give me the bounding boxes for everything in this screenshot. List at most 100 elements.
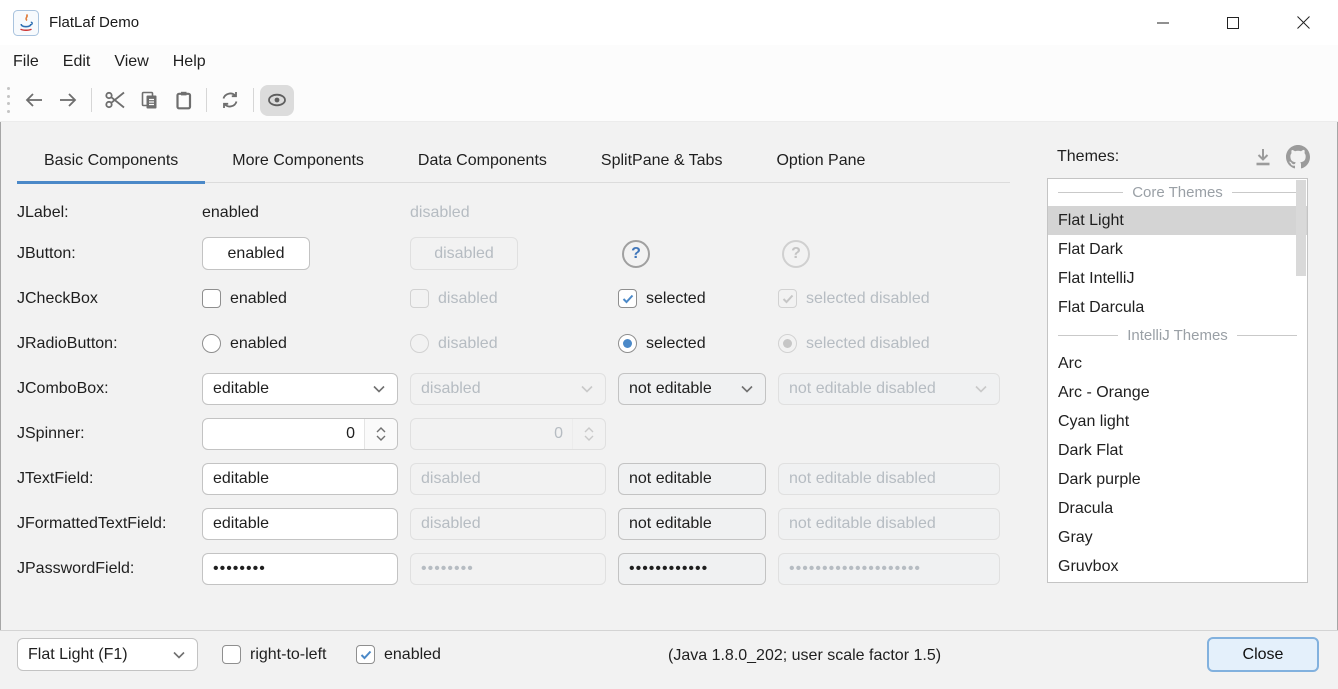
- enabled-checkbox[interactable]: enabled: [356, 645, 441, 664]
- checkbox-box-checked[interactable]: [356, 645, 375, 664]
- combobox-disabled: disabled: [410, 372, 606, 405]
- theme-item-flat-intellij[interactable]: Flat IntelliJ: [1058, 269, 1135, 287]
- spinner-enabled[interactable]: 0: [202, 417, 398, 450]
- menu-edit[interactable]: Edit: [62, 53, 91, 70]
- combobox-value: not editable disabled: [789, 379, 936, 397]
- formatted-textfield-not-editable: not editable: [618, 507, 766, 540]
- checkbox-selected[interactable]: selected: [618, 289, 778, 308]
- toolbar-separator: [91, 88, 92, 112]
- tab-option-pane[interactable]: Option Pane: [776, 152, 866, 169]
- back-button[interactable]: [17, 85, 51, 116]
- row-label: JButton:: [17, 244, 76, 262]
- maximize-icon: [1227, 16, 1239, 29]
- chevron-down-icon: [376, 435, 386, 441]
- cut-button[interactable]: [98, 85, 132, 116]
- maximize-button[interactable]: [1198, 0, 1268, 45]
- toolbar-grip[interactable]: [7, 87, 11, 113]
- combobox-value: editable: [213, 379, 270, 397]
- copy-button[interactable]: [132, 85, 166, 116]
- textfield-not-editable-disabled: not editable disabled: [778, 462, 1000, 495]
- checkbox-label: enabled: [230, 289, 287, 307]
- download-icon[interactable]: [1252, 146, 1274, 168]
- paste-button[interactable]: [166, 85, 200, 116]
- radio-label: selected disabled: [806, 334, 930, 352]
- radio-selected-disabled: selected disabled: [778, 334, 1000, 353]
- chevron-up-icon: [376, 426, 386, 432]
- checkbox-selected-disabled: selected disabled: [778, 289, 1000, 308]
- theme-item-gruvbox[interactable]: Gruvbox: [1058, 557, 1119, 575]
- refresh-button[interactable]: [213, 85, 247, 116]
- theme-item-flat-darcula[interactable]: Flat Darcula: [1058, 298, 1145, 316]
- combobox-value: not editable: [629, 379, 712, 397]
- radio-circle-selected: [778, 334, 797, 353]
- tab-basic-components[interactable]: Basic Components: [17, 143, 206, 184]
- forward-button[interactable]: [51, 85, 85, 116]
- spinner-disabled: 0: [410, 417, 606, 450]
- help-button[interactable]: ?: [622, 239, 650, 268]
- lookandfeel-combobox[interactable]: Flat Light (F1): [17, 638, 198, 671]
- checkbox-box-checked: [778, 289, 797, 308]
- theme-item-dark-flat[interactable]: Dark Flat: [1058, 441, 1123, 459]
- jpasswordfield-row: JPasswordField: •••••••• •••••••• ••••••…: [0, 546, 1010, 591]
- passwordfield-not-editable: ••••••••••••: [618, 552, 766, 585]
- status-bar: Flat Light (F1) right-to-left enabled (J…: [0, 630, 1338, 689]
- row-label: JCheckBox: [17, 289, 98, 307]
- textfield-editable[interactable]: editable: [202, 462, 398, 495]
- show-toggle-button[interactable]: [260, 84, 294, 116]
- close-button[interactable]: Close: [1207, 637, 1319, 672]
- close-window-button[interactable]: [1268, 0, 1338, 45]
- tab-splitpane-tabs[interactable]: SplitPane & Tabs: [600, 152, 723, 169]
- radio-enabled[interactable]: enabled: [202, 334, 410, 353]
- java-app-icon: [13, 9, 39, 36]
- chevron-down-icon: [584, 435, 594, 441]
- checkbox-enabled[interactable]: enabled: [202, 289, 410, 308]
- menu-file[interactable]: File: [13, 53, 39, 70]
- formatted-textfield-not-editable-disabled: not editable disabled: [778, 507, 1000, 540]
- checkbox-label: disabled: [438, 289, 498, 307]
- right-to-left-checkbox[interactable]: right-to-left: [222, 645, 326, 664]
- radio-circle-selected[interactable]: [618, 334, 637, 353]
- radio-label: disabled: [438, 334, 498, 352]
- theme-item-dracula[interactable]: Dracula: [1058, 499, 1114, 517]
- radio-selected[interactable]: selected: [618, 334, 778, 353]
- theme-item-dark-purple[interactable]: Dark purple: [1058, 470, 1141, 488]
- checkbox-label: right-to-left: [250, 645, 327, 663]
- combobox-editable[interactable]: editable: [202, 372, 398, 405]
- theme-item-arc-orange[interactable]: Arc - Orange: [1058, 383, 1150, 401]
- checkbox-box[interactable]: [202, 289, 221, 308]
- tab-data-components[interactable]: Data Components: [417, 152, 547, 169]
- tab-more-components[interactable]: More Components: [232, 152, 364, 169]
- minimize-button[interactable]: [1128, 0, 1198, 45]
- github-icon[interactable]: [1286, 145, 1310, 169]
- chevron-down-icon: [741, 385, 753, 393]
- theme-item-cyan-light[interactable]: Cyan light: [1058, 412, 1130, 430]
- paste-icon: [176, 91, 192, 110]
- combobox-not-editable[interactable]: not editable: [618, 372, 766, 405]
- radio-label: selected: [646, 334, 706, 352]
- menu-help[interactable]: Help: [172, 53, 206, 70]
- formatted-textfield-editable[interactable]: editable: [202, 507, 398, 540]
- theme-item-arc[interactable]: Arc: [1058, 354, 1082, 372]
- checkbox-label: enabled: [384, 645, 441, 663]
- jlabel-row: JLabel: enabled disabled: [0, 194, 1010, 231]
- passwordfield-editable[interactable]: ••••••••: [202, 552, 398, 585]
- checkbox-box[interactable]: [222, 645, 241, 664]
- jspinner-row: JSpinner: 0 0: [0, 411, 1010, 456]
- checkbox-box-checked[interactable]: [618, 289, 637, 308]
- toolbar: [0, 79, 1338, 122]
- chevron-down-icon: [373, 385, 385, 393]
- textfield-disabled: disabled: [410, 462, 606, 495]
- menu-view[interactable]: View: [114, 53, 149, 70]
- jbutton-row: JButton: enabled disabled ? ?: [0, 231, 1010, 276]
- chevron-down-icon: [975, 385, 987, 393]
- checkbox-box: [410, 289, 429, 308]
- enabled-button[interactable]: enabled: [202, 237, 310, 270]
- theme-item-flat-dark[interactable]: Flat Dark: [1058, 240, 1123, 258]
- theme-item-gray[interactable]: Gray: [1058, 528, 1093, 546]
- spinner-buttons[interactable]: [364, 418, 397, 449]
- spinner-value[interactable]: 0: [346, 424, 355, 442]
- theme-item-flat-light[interactable]: Flat Light: [1048, 206, 1307, 235]
- themes-scrollbar-thumb[interactable]: [1296, 180, 1306, 276]
- radio-circle[interactable]: [202, 334, 221, 353]
- basic-components-panel: JLabel: enabled disabled JButton: enable…: [0, 194, 1010, 591]
